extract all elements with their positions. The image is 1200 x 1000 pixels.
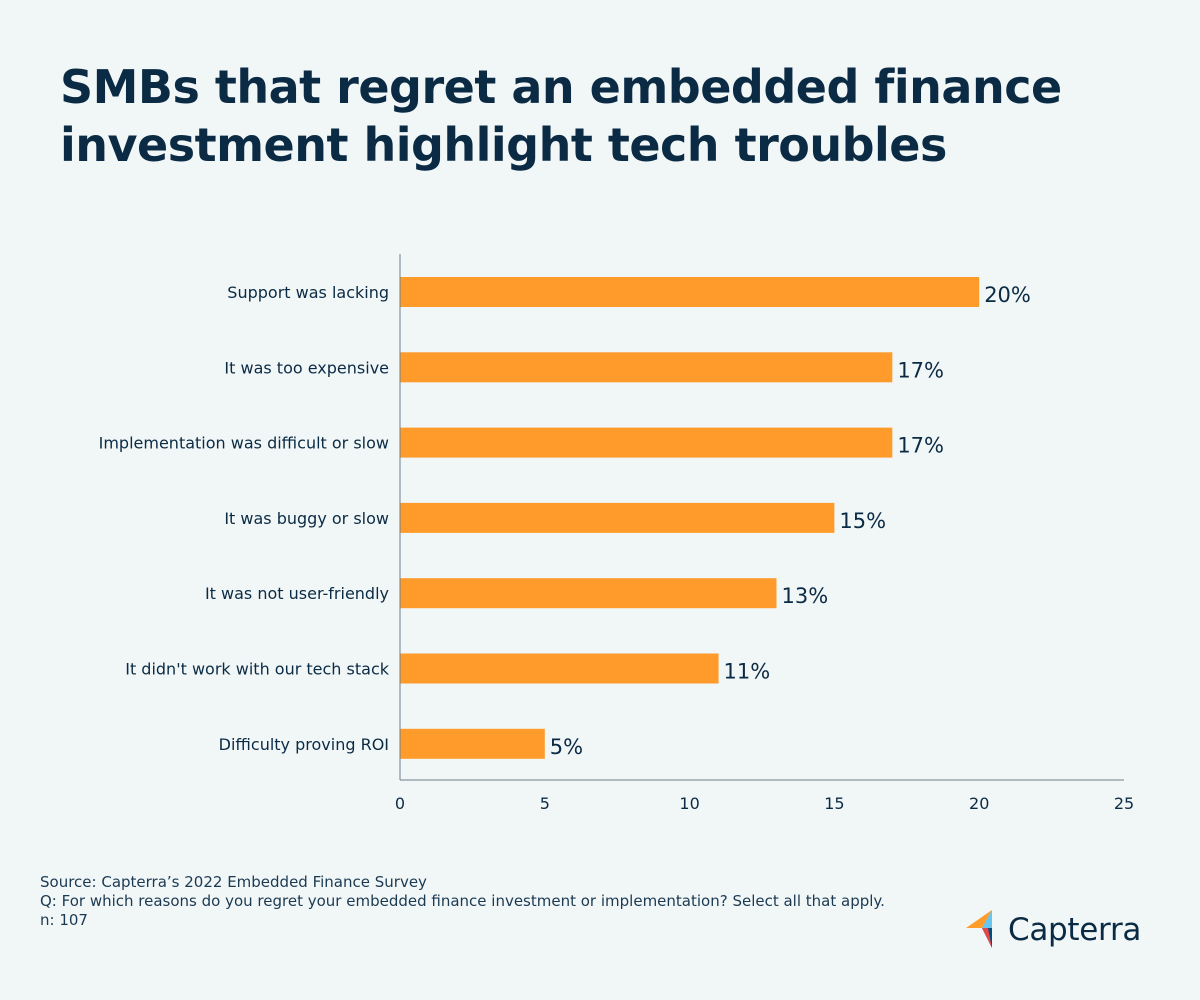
chart-title-line-1: SMBs that regret an embedded finance xyxy=(60,60,1062,114)
category-label: It was buggy or slow xyxy=(224,509,389,528)
category-label: Implementation was difficult or slow xyxy=(99,434,389,453)
bar xyxy=(400,728,545,759)
chart-footer: Source: Capterra’s 2022 Embedded Finance… xyxy=(40,873,885,930)
x-tick-label: 25 xyxy=(1114,794,1134,813)
data-label: 13% xyxy=(781,584,828,608)
sample-size: n: 107 xyxy=(40,911,88,929)
x-tick-label: 20 xyxy=(969,794,989,813)
category-label: It was not user-friendly xyxy=(205,584,389,603)
bar xyxy=(400,352,893,383)
data-label: 17% xyxy=(897,358,944,382)
chart-title-line-2: investment highlight tech troubles xyxy=(60,118,947,172)
category-label: It was too expensive xyxy=(224,358,389,377)
data-label: 15% xyxy=(839,509,886,533)
bar xyxy=(400,427,893,458)
data-label: 20% xyxy=(984,283,1031,307)
capterra-logo-icon xyxy=(966,910,992,948)
capterra-logo-text: Capterra xyxy=(1008,912,1142,948)
category-label: It didn't work with our tech stack xyxy=(125,660,390,679)
source-note: Source: Capterra’s 2022 Embedded Finance… xyxy=(40,873,427,891)
x-tick-label: 15 xyxy=(824,794,844,813)
x-tick-label: 5 xyxy=(540,794,550,813)
survey-question: Q: For which reasons do you regret your … xyxy=(40,892,885,910)
capterra-logo[interactable]: Capterra xyxy=(966,908,1141,952)
category-label: Difficulty proving ROI xyxy=(219,735,389,754)
x-tick-label: 10 xyxy=(679,794,699,813)
x-tick-label: 0 xyxy=(395,794,405,813)
data-label: 11% xyxy=(724,660,771,684)
bar xyxy=(400,502,835,533)
bar xyxy=(400,653,719,684)
chart-title: SMBs that regret an embedded finance inv… xyxy=(60,58,1140,174)
data-label: 5% xyxy=(550,735,583,759)
bar-chart: Support was lacking 20% It was too expensi… xyxy=(99,254,1134,813)
bar xyxy=(400,578,777,609)
category-label: Support was lacking xyxy=(227,283,389,302)
data-label: 17% xyxy=(897,434,944,458)
bar xyxy=(400,277,980,307)
